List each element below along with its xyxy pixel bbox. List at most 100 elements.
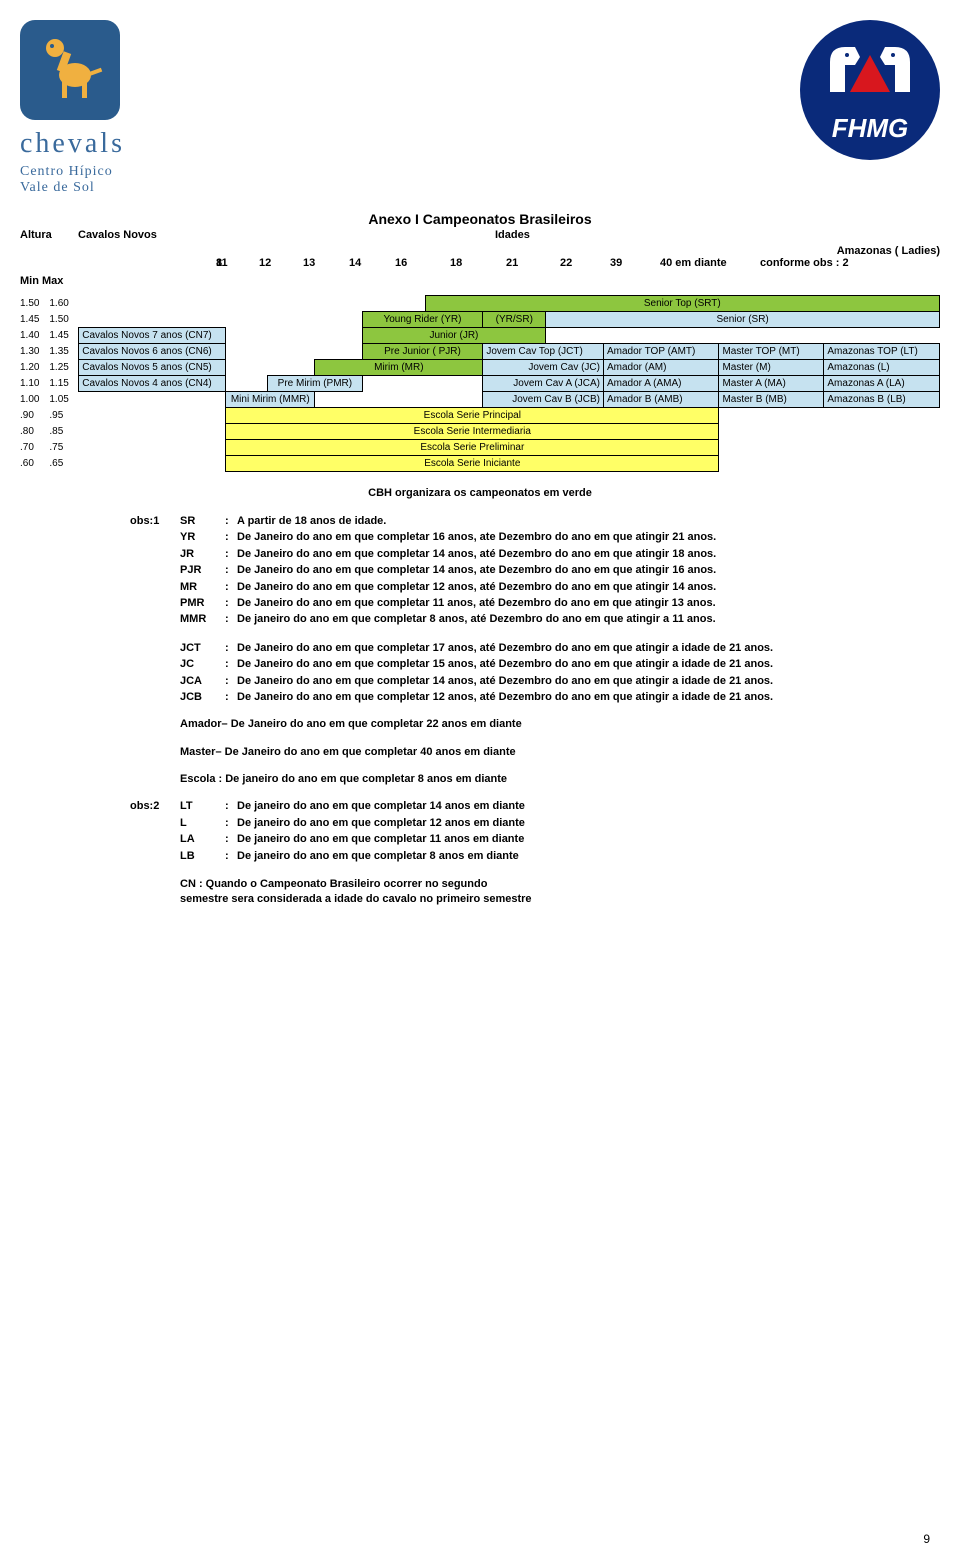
cell: Pre Junior ( PJR) xyxy=(362,344,483,360)
max: 1.15 xyxy=(49,376,78,392)
max: .85 xyxy=(49,424,78,440)
obs-tag: JC xyxy=(180,657,225,672)
obs-row: JCB:De Janeiro do ano em que completar 1… xyxy=(180,690,940,705)
obs-colon: : xyxy=(225,580,237,595)
age-3: 13 xyxy=(303,257,349,269)
obs-tag: JCB xyxy=(180,690,225,705)
cell: Amador B (AMB) xyxy=(604,392,719,408)
para: Escola : De janeiro do ano em que comple… xyxy=(180,772,940,787)
obs-row: JCA:De Janeiro do ano em que completar 1… xyxy=(180,674,940,689)
obs-colon: : xyxy=(225,563,237,578)
cell xyxy=(546,328,940,344)
obs-text: De janeiro do ano em que completar 12 an… xyxy=(237,816,525,831)
cell: Cavalos Novos 6 anos (CN6) xyxy=(79,344,226,360)
obs-colon: : xyxy=(225,547,237,562)
para: Master– De Janeiro do ano em que complet… xyxy=(180,745,940,760)
obs-tag: LA xyxy=(180,832,225,847)
cell xyxy=(79,296,425,312)
cell: Escola Serie Principal xyxy=(226,408,719,424)
cell: Young Rider (YR) xyxy=(362,312,483,328)
para: Amador– De Janeiro do ano em que complet… xyxy=(180,717,940,732)
cell xyxy=(79,424,226,440)
cell: (YR/SR) xyxy=(483,312,546,328)
max: 1.45 xyxy=(49,328,78,344)
age-2: 12 xyxy=(259,257,303,269)
obs-tag: PMR xyxy=(180,596,225,611)
obs-row: LB:De janeiro do ano em que completar 8 … xyxy=(180,849,940,864)
cell: Master (M) xyxy=(719,360,824,376)
cell xyxy=(79,408,226,424)
obs-colon: : xyxy=(225,530,237,545)
obs-row: MR:De Janeiro do ano em que completar 12… xyxy=(180,580,940,595)
cell xyxy=(719,424,940,440)
obs-tag: JR xyxy=(180,547,225,562)
obs-text: De Janeiro do ano em que completar 14 an… xyxy=(237,674,773,689)
age-row: 811121314161821223940 em dianteconforme … xyxy=(20,257,940,269)
lbl-amazonas: Amazonas ( Ladies) xyxy=(20,245,940,257)
max: .75 xyxy=(49,440,78,456)
cell: Amazonas (L) xyxy=(824,360,940,376)
obs-text: De Janeiro do ano em que completar 12 an… xyxy=(237,690,773,705)
cell: Jovem Cav A (JCA) xyxy=(483,376,604,392)
max: 1.60 xyxy=(49,296,78,312)
obs2-block: obs:2 LT:De janeiro do ano em que comple… xyxy=(180,799,940,907)
age-5: 16 xyxy=(395,257,450,269)
cell xyxy=(79,440,226,456)
obs-colon: : xyxy=(225,816,237,831)
cell xyxy=(79,392,226,408)
cell xyxy=(226,344,362,360)
cell xyxy=(719,408,940,424)
obs-colon: : xyxy=(225,641,237,656)
chevals-icon xyxy=(20,20,120,120)
obs-row: LT:De janeiro do ano em que completar 14… xyxy=(180,799,940,814)
min: 1.45 xyxy=(20,312,49,328)
cell xyxy=(719,456,940,472)
min: .70 xyxy=(20,440,49,456)
obs-row: PJR:De Janeiro do ano em que completar 1… xyxy=(180,563,940,578)
cell: Escola Serie Preliminar xyxy=(226,440,719,456)
obs-tag: JCA xyxy=(180,674,225,689)
obs1-label: obs:1 xyxy=(130,514,159,529)
obs-tag: SR xyxy=(180,514,225,529)
logo-chevals: chevals Centro Hípico Vale de Sol xyxy=(20,20,200,196)
obs-colon: : xyxy=(225,657,237,672)
cell xyxy=(315,392,483,408)
max: 1.25 xyxy=(49,360,78,376)
obs-row: SR:A partir de 18 anos de idade. xyxy=(180,514,940,529)
obs-text: De janeiro do ano em que completar 14 an… xyxy=(237,799,525,814)
obs-text: De janeiro do ano em que completar 8 ano… xyxy=(237,849,519,864)
obs-tag: PJR xyxy=(180,563,225,578)
cell: Master B (MB) xyxy=(719,392,824,408)
obs-colon: : xyxy=(225,832,237,847)
age-11: conforme obs : 2 xyxy=(760,257,880,269)
obs-text: A partir de 18 anos de idade. xyxy=(237,514,386,529)
cell: Master TOP (MT) xyxy=(719,344,824,360)
cell: Cavalos Novos 5 anos (CN5) xyxy=(79,360,226,376)
max: 1.05 xyxy=(49,392,78,408)
chart-table: 1.501.60Senior Top (SRT)1.451.50Young Ri… xyxy=(20,295,940,472)
obs-colon: : xyxy=(225,799,237,814)
obs-text: De Janeiro do ano em que completar 11 an… xyxy=(237,596,716,611)
obs-tag: JCT xyxy=(180,641,225,656)
lbl-minmax: Min Max xyxy=(20,275,940,287)
age-8: 22 xyxy=(560,257,610,269)
lbl-altura: Altura xyxy=(20,229,58,241)
obs-row: JR:De Janeiro do ano em que completar 14… xyxy=(180,547,940,562)
page-title: Anexo I Campeonatos Brasileiros xyxy=(20,211,940,227)
age-0: 8 xyxy=(20,257,216,269)
top-labels: Altura Cavalos Novos Idades xyxy=(20,229,940,241)
cell: Escola Serie Iniciante xyxy=(226,456,719,472)
cell: Junior (JR) xyxy=(362,328,546,344)
cell: Amador (AM) xyxy=(604,360,719,376)
obs-row: LA:De janeiro do ano em que completar 11… xyxy=(180,832,940,847)
obs-tag: MR xyxy=(180,580,225,595)
obs-row: YR:De Janeiro do ano em que completar 16… xyxy=(180,530,940,545)
cell: Pre Mirim (PMR) xyxy=(268,376,362,392)
lbl-cavalos: Cavalos Novos xyxy=(78,229,228,241)
obs-text: De Janeiro do ano em que completar 16 an… xyxy=(237,530,716,545)
cell xyxy=(226,328,362,344)
lbl-idades: Idades xyxy=(495,229,530,241)
cell: Jovem Cav B (JCB) xyxy=(483,392,604,408)
obs-tag: YR xyxy=(180,530,225,545)
max: .95 xyxy=(49,408,78,424)
